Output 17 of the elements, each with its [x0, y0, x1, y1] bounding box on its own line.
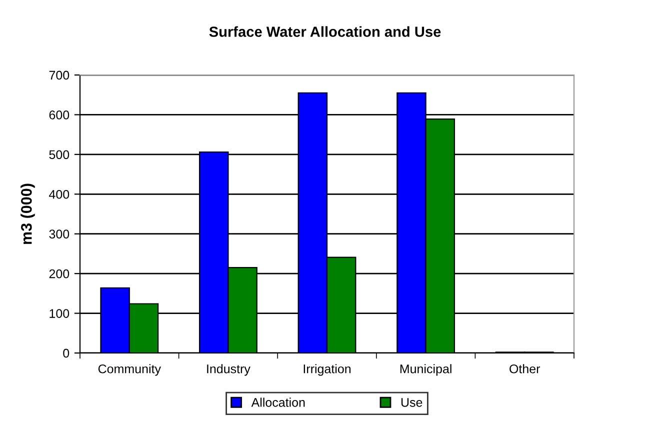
y-tick-label: 100 — [50, 309, 70, 318]
chart-title: Surface Water Allocation and Use — [209, 26, 441, 37]
y-tick-label: 600 — [49, 110, 70, 120]
x-tick-label: Municipal — [400, 364, 452, 376]
x-tick-label: Industry — [207, 364, 250, 376]
y-tick-label: 400 — [49, 190, 70, 199]
x-tick-label: Other — [510, 364, 540, 374]
y-tick-label: 700 — [49, 70, 70, 80]
y-axis-title: m3 (000) — [20, 184, 35, 244]
y-tick-label: 0 — [63, 348, 70, 358]
x-tick-label: Community — [98, 364, 161, 376]
y-tick-label: 500 — [49, 150, 70, 160]
legend-label: Use — [401, 398, 422, 407]
legend-label: Allocation — [251, 398, 305, 407]
y-tick-label: 200 — [49, 269, 70, 278]
y-tick-label: 300 — [49, 230, 70, 239]
x-tick-label: Irrigation — [304, 364, 351, 376]
